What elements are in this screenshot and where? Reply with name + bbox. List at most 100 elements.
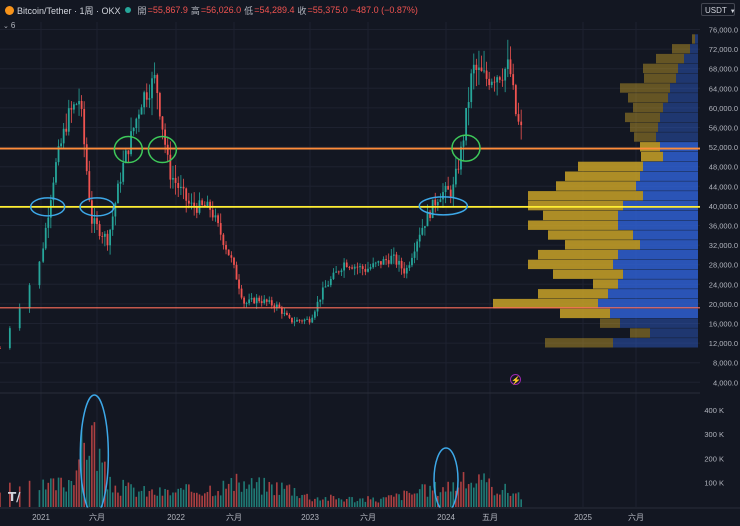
candle-body: [286, 312, 288, 316]
candle-body: [70, 108, 73, 110]
volume-bar: [488, 478, 490, 507]
price-tick-label: 76,000.0: [709, 26, 738, 35]
volume-profile-bar-right: [598, 298, 698, 309]
tradingview-logo-icon[interactable]: T/: [8, 490, 21, 504]
volume-profile-bar-right: [640, 240, 698, 250]
currency-unit-select[interactable]: USDT ▼: [701, 3, 736, 16]
indicator-toggle[interactable]: ⌄ 6: [3, 20, 15, 31]
volume-profile-bar-left: [528, 191, 643, 201]
volume-bar: [151, 489, 153, 507]
candle-body: [327, 285, 330, 287]
volume-bar: [283, 488, 286, 507]
time-axis[interactable]: 2021 六月 2022 六月 2023 六月 2024 五月 2025 六月: [0, 507, 740, 526]
volume-bar: [465, 488, 467, 507]
candle-body: [496, 77, 499, 83]
candle-body: [313, 311, 316, 318]
volume-bar: [91, 425, 93, 507]
volume-bar: [348, 496, 351, 507]
ellipse-green: [147, 135, 178, 164]
candle-body: [348, 267, 351, 268]
volume-profile-bar-right: [623, 200, 698, 211]
volume-bar: [286, 485, 288, 507]
volume-profile-bar-right: [636, 181, 698, 191]
volume-bar: [52, 478, 55, 507]
candle-body: [311, 317, 314, 323]
candle-body: [467, 102, 470, 108]
price-tick-label: 68,000.0: [709, 65, 738, 74]
candle-body: [243, 297, 245, 304]
volume-bar: [196, 492, 198, 507]
volume-profile-bar-left: [620, 83, 670, 93]
volume-bar: [447, 481, 449, 507]
candle-body: [90, 200, 93, 224]
volume-bar: [330, 494, 332, 507]
volume-bar: [374, 501, 377, 507]
annotation-ellipses: [29, 134, 481, 516]
candle-body: [245, 303, 248, 304]
candle-body: [418, 234, 421, 242]
low-label: 低: [244, 5, 254, 16]
volume-bar: [188, 484, 190, 507]
volume-bar: [405, 491, 408, 507]
volume-bar: [172, 492, 174, 507]
price-axis[interactable]: 76,000.0 72,000.0 68,000.0 64,000.0 60,000.0…: [700, 20, 740, 508]
volume-bar: [483, 473, 485, 507]
time-tick-label: 六月: [628, 512, 644, 522]
time-tick-label: 六月: [89, 512, 105, 522]
volume-bar: [193, 492, 195, 507]
candle-body: [148, 98, 151, 100]
candle-body: [67, 108, 70, 132]
candle-body: [369, 267, 372, 269]
lightning-icon[interactable]: ⚡: [510, 374, 521, 385]
volume-bar: [439, 492, 442, 507]
candle-body: [337, 271, 340, 273]
volume-bar: [356, 501, 359, 507]
volume-bar: [145, 496, 148, 507]
volume-bar: [478, 474, 480, 507]
volume-bar: [62, 487, 65, 507]
volume-bar: [298, 498, 301, 507]
candle-body: [85, 144, 88, 172]
volume-bar: [429, 485, 431, 507]
volume-bar: [491, 486, 493, 507]
candles: [0, 39, 523, 350]
volume-bar: [403, 490, 406, 507]
volume-bar: [156, 495, 159, 507]
candle-body: [47, 217, 50, 228]
candle-body: [217, 215, 219, 224]
candle-body: [172, 177, 174, 180]
volume-bar: [509, 495, 512, 507]
candle-body: [93, 218, 96, 224]
volume-bars: [0, 422, 522, 507]
volume-profile-bar-left: [692, 34, 695, 44]
volume-bar: [230, 478, 233, 507]
volume-profile-bar-left: [560, 308, 610, 319]
volume-bar: [166, 489, 169, 507]
candle-body: [291, 317, 293, 323]
volume-bar: [201, 495, 203, 507]
volume-bar: [47, 482, 50, 507]
chart-header: Bitcoin/Tether · 1周 · OKX 開 =55,867.9 高 =5…: [0, 0, 418, 20]
volume-bar: [132, 487, 135, 507]
volume-bar: [78, 459, 80, 507]
candle-body: [454, 168, 457, 185]
candle-body: [145, 92, 148, 100]
volume-profile-bar-right: [610, 308, 698, 319]
candle-body: [38, 261, 41, 286]
candle-body: [280, 308, 283, 314]
candle-body: [392, 254, 395, 256]
candle-body: [288, 315, 291, 318]
candle-body: [119, 181, 122, 184]
volume-profile-bar-right: [618, 220, 698, 230]
symbol-title[interactable]: Bitcoin/Tether · 1周 · OKX: [17, 5, 121, 16]
bitcoin-icon: [5, 5, 14, 15]
candle-body: [195, 207, 198, 213]
volume-bar: [203, 493, 206, 507]
candle-body: [255, 297, 258, 304]
candle-body: [278, 304, 281, 309]
volume-bar: [480, 479, 483, 507]
volume-bar: [408, 492, 411, 507]
volume-bar: [114, 485, 117, 507]
volume-bar: [9, 482, 11, 507]
